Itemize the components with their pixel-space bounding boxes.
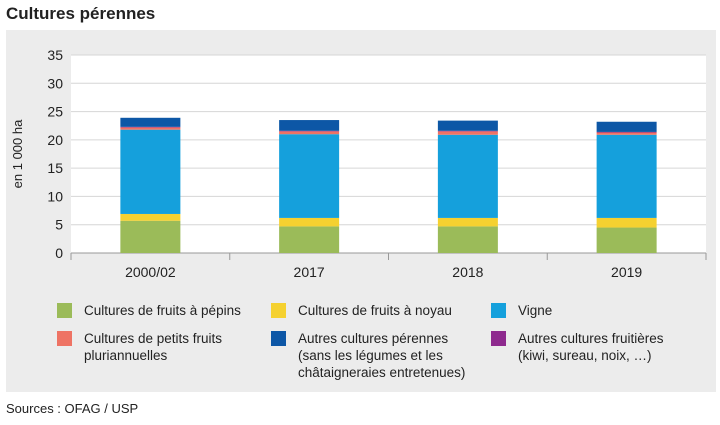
legend-item: Cultures de fruits à noyau [271, 302, 452, 319]
bar-segment [438, 135, 498, 218]
legend-label: Cultures de fruits à noyau [298, 302, 452, 319]
y-tick-label: 15 [47, 160, 63, 176]
x-tick-label: 2017 [294, 264, 325, 280]
bar-segment [120, 127, 180, 129]
legend-item: Autres cultures pérennes (sans les légume… [271, 330, 465, 381]
legend-label-line: pluriannuelles [84, 347, 222, 364]
legend-item: Autres cultures fruitières (kiwi, sureau,… [491, 330, 664, 364]
bar-segment [120, 221, 180, 253]
chart-title: Cultures pérennes [6, 4, 155, 24]
legend-swatch [57, 331, 72, 346]
legend-item: Vigne [491, 302, 552, 319]
legend-label: Cultures de petits fruits pluriannuelles [84, 330, 222, 364]
bar-segment [597, 133, 657, 135]
y-axis-label: en 1 000 ha [10, 119, 25, 188]
bar-segment [438, 131, 498, 134]
bar-segment [597, 218, 657, 228]
legend-label-line: (sans les légumes et les [298, 347, 465, 364]
bar-segment [279, 134, 339, 218]
bar-segment [120, 130, 180, 214]
bar-segment [597, 228, 657, 253]
legend-label-line: Cultures de fruits à noyau [298, 302, 452, 319]
bar-segment [597, 132, 657, 133]
legend-swatch [271, 331, 286, 346]
legend-swatch [491, 303, 506, 318]
bar-segment [279, 218, 339, 226]
legend-label-line: Cultures de petits fruits [84, 330, 222, 347]
bar-segment [438, 121, 498, 131]
y-tick-label: 5 [55, 217, 63, 233]
bar-segment [279, 226, 339, 253]
bar-segment [120, 118, 180, 127]
legend-item: Cultures de fruits à pépins [57, 302, 241, 319]
legend-label-line: Cultures de fruits à pépins [84, 302, 241, 319]
legend-label-line: Autres cultures fruitières [518, 330, 664, 347]
y-tick-label: 10 [47, 188, 63, 204]
bar-segment [279, 131, 339, 134]
x-tick-label: 2000/02 [125, 264, 176, 280]
bar-segment [438, 218, 498, 226]
bar-segment [120, 127, 180, 128]
legend-label-line: châtaigneraies entretenues) [298, 364, 465, 381]
chart-legend: Cultures de fruits à pépins Cultures de f… [6, 300, 716, 395]
bar-segment [438, 131, 498, 132]
y-tick-label: 20 [47, 132, 63, 148]
y-tick-label: 25 [47, 104, 63, 120]
legend-swatch [57, 303, 72, 318]
y-tick-label: 0 [55, 245, 63, 261]
legend-swatch [491, 331, 506, 346]
y-tick-label: 30 [47, 75, 63, 91]
legend-label: Vigne [518, 302, 552, 319]
y-tick-label: 35 [47, 47, 63, 63]
bar-segment [120, 214, 180, 221]
bar-segment [597, 135, 657, 218]
legend-label: Cultures de fruits à pépins [84, 302, 241, 319]
stacked-bar-chart: 0 5 10 15 20 25 30 35 en 1 000 ha 2000/02 2017 2018… [6, 30, 716, 300]
bar-segment [279, 131, 339, 132]
legend-label: Autres cultures fruitières (kiwi, sureau,… [518, 330, 664, 364]
legend-swatch [271, 303, 286, 318]
bar-segment [438, 226, 498, 253]
bar-segment [597, 122, 657, 132]
x-tick-label: 2018 [452, 264, 483, 280]
bar-segment [279, 120, 339, 131]
chart-panel: 0 5 10 15 20 25 30 35 en 1 000 ha 2000/02 2017 2018… [6, 30, 716, 392]
legend-label-line: (kiwi, sureau, noix, …) [518, 347, 664, 364]
legend-label-line: Vigne [518, 302, 552, 319]
legend-label: Autres cultures pérennes (sans les légume… [298, 330, 465, 381]
x-tick-label: 2019 [611, 264, 642, 280]
legend-item: Cultures de petits fruits pluriannuelles [57, 330, 222, 364]
legend-label-line: Autres cultures pérennes [298, 330, 465, 347]
source-note: Sources : OFAG / USP [6, 401, 138, 416]
